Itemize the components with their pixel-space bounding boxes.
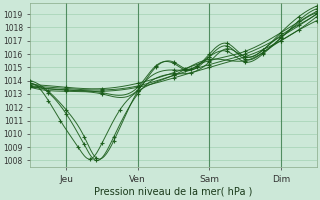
- X-axis label: Pression niveau de la mer( hPa ): Pression niveau de la mer( hPa ): [94, 187, 253, 197]
